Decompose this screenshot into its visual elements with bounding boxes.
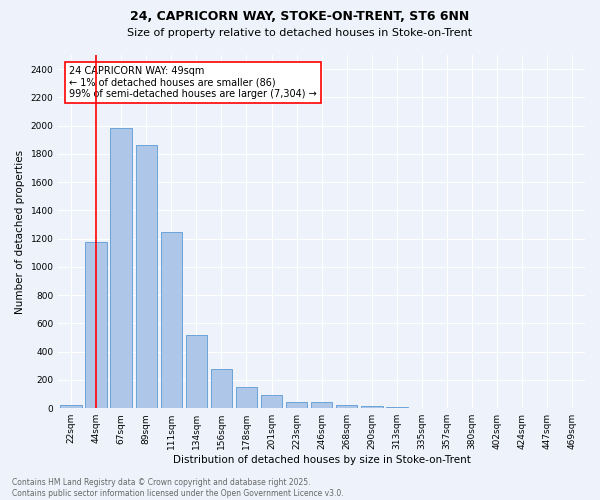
Bar [211, 370, 232, 408]
Bar [185, 334, 207, 408]
Text: Size of property relative to detached houses in Stoke-on-Trent: Size of property relative to detached ho… [127, 28, 473, 38]
Bar [236, 387, 257, 408]
Bar [361, 406, 383, 408]
Bar [386, 407, 407, 408]
Text: 24 CAPRICORN WAY: 49sqm
← 1% of detached houses are smaller (86)
99% of semi-det: 24 CAPRICORN WAY: 49sqm ← 1% of detached… [69, 66, 317, 99]
Bar [136, 146, 157, 408]
Bar [311, 402, 332, 408]
X-axis label: Distribution of detached houses by size in Stoke-on-Trent: Distribution of detached houses by size … [173, 455, 470, 465]
Bar [161, 232, 182, 408]
Text: 24, CAPRICORN WAY, STOKE-ON-TRENT, ST6 6NN: 24, CAPRICORN WAY, STOKE-ON-TRENT, ST6 6… [130, 10, 470, 23]
Text: Contains HM Land Registry data © Crown copyright and database right 2025.
Contai: Contains HM Land Registry data © Crown c… [12, 478, 344, 498]
Bar [336, 406, 358, 408]
Bar [85, 242, 107, 408]
Bar [110, 128, 132, 408]
Bar [286, 402, 307, 408]
Y-axis label: Number of detached properties: Number of detached properties [15, 150, 25, 314]
Bar [261, 396, 282, 408]
Bar [60, 404, 82, 408]
